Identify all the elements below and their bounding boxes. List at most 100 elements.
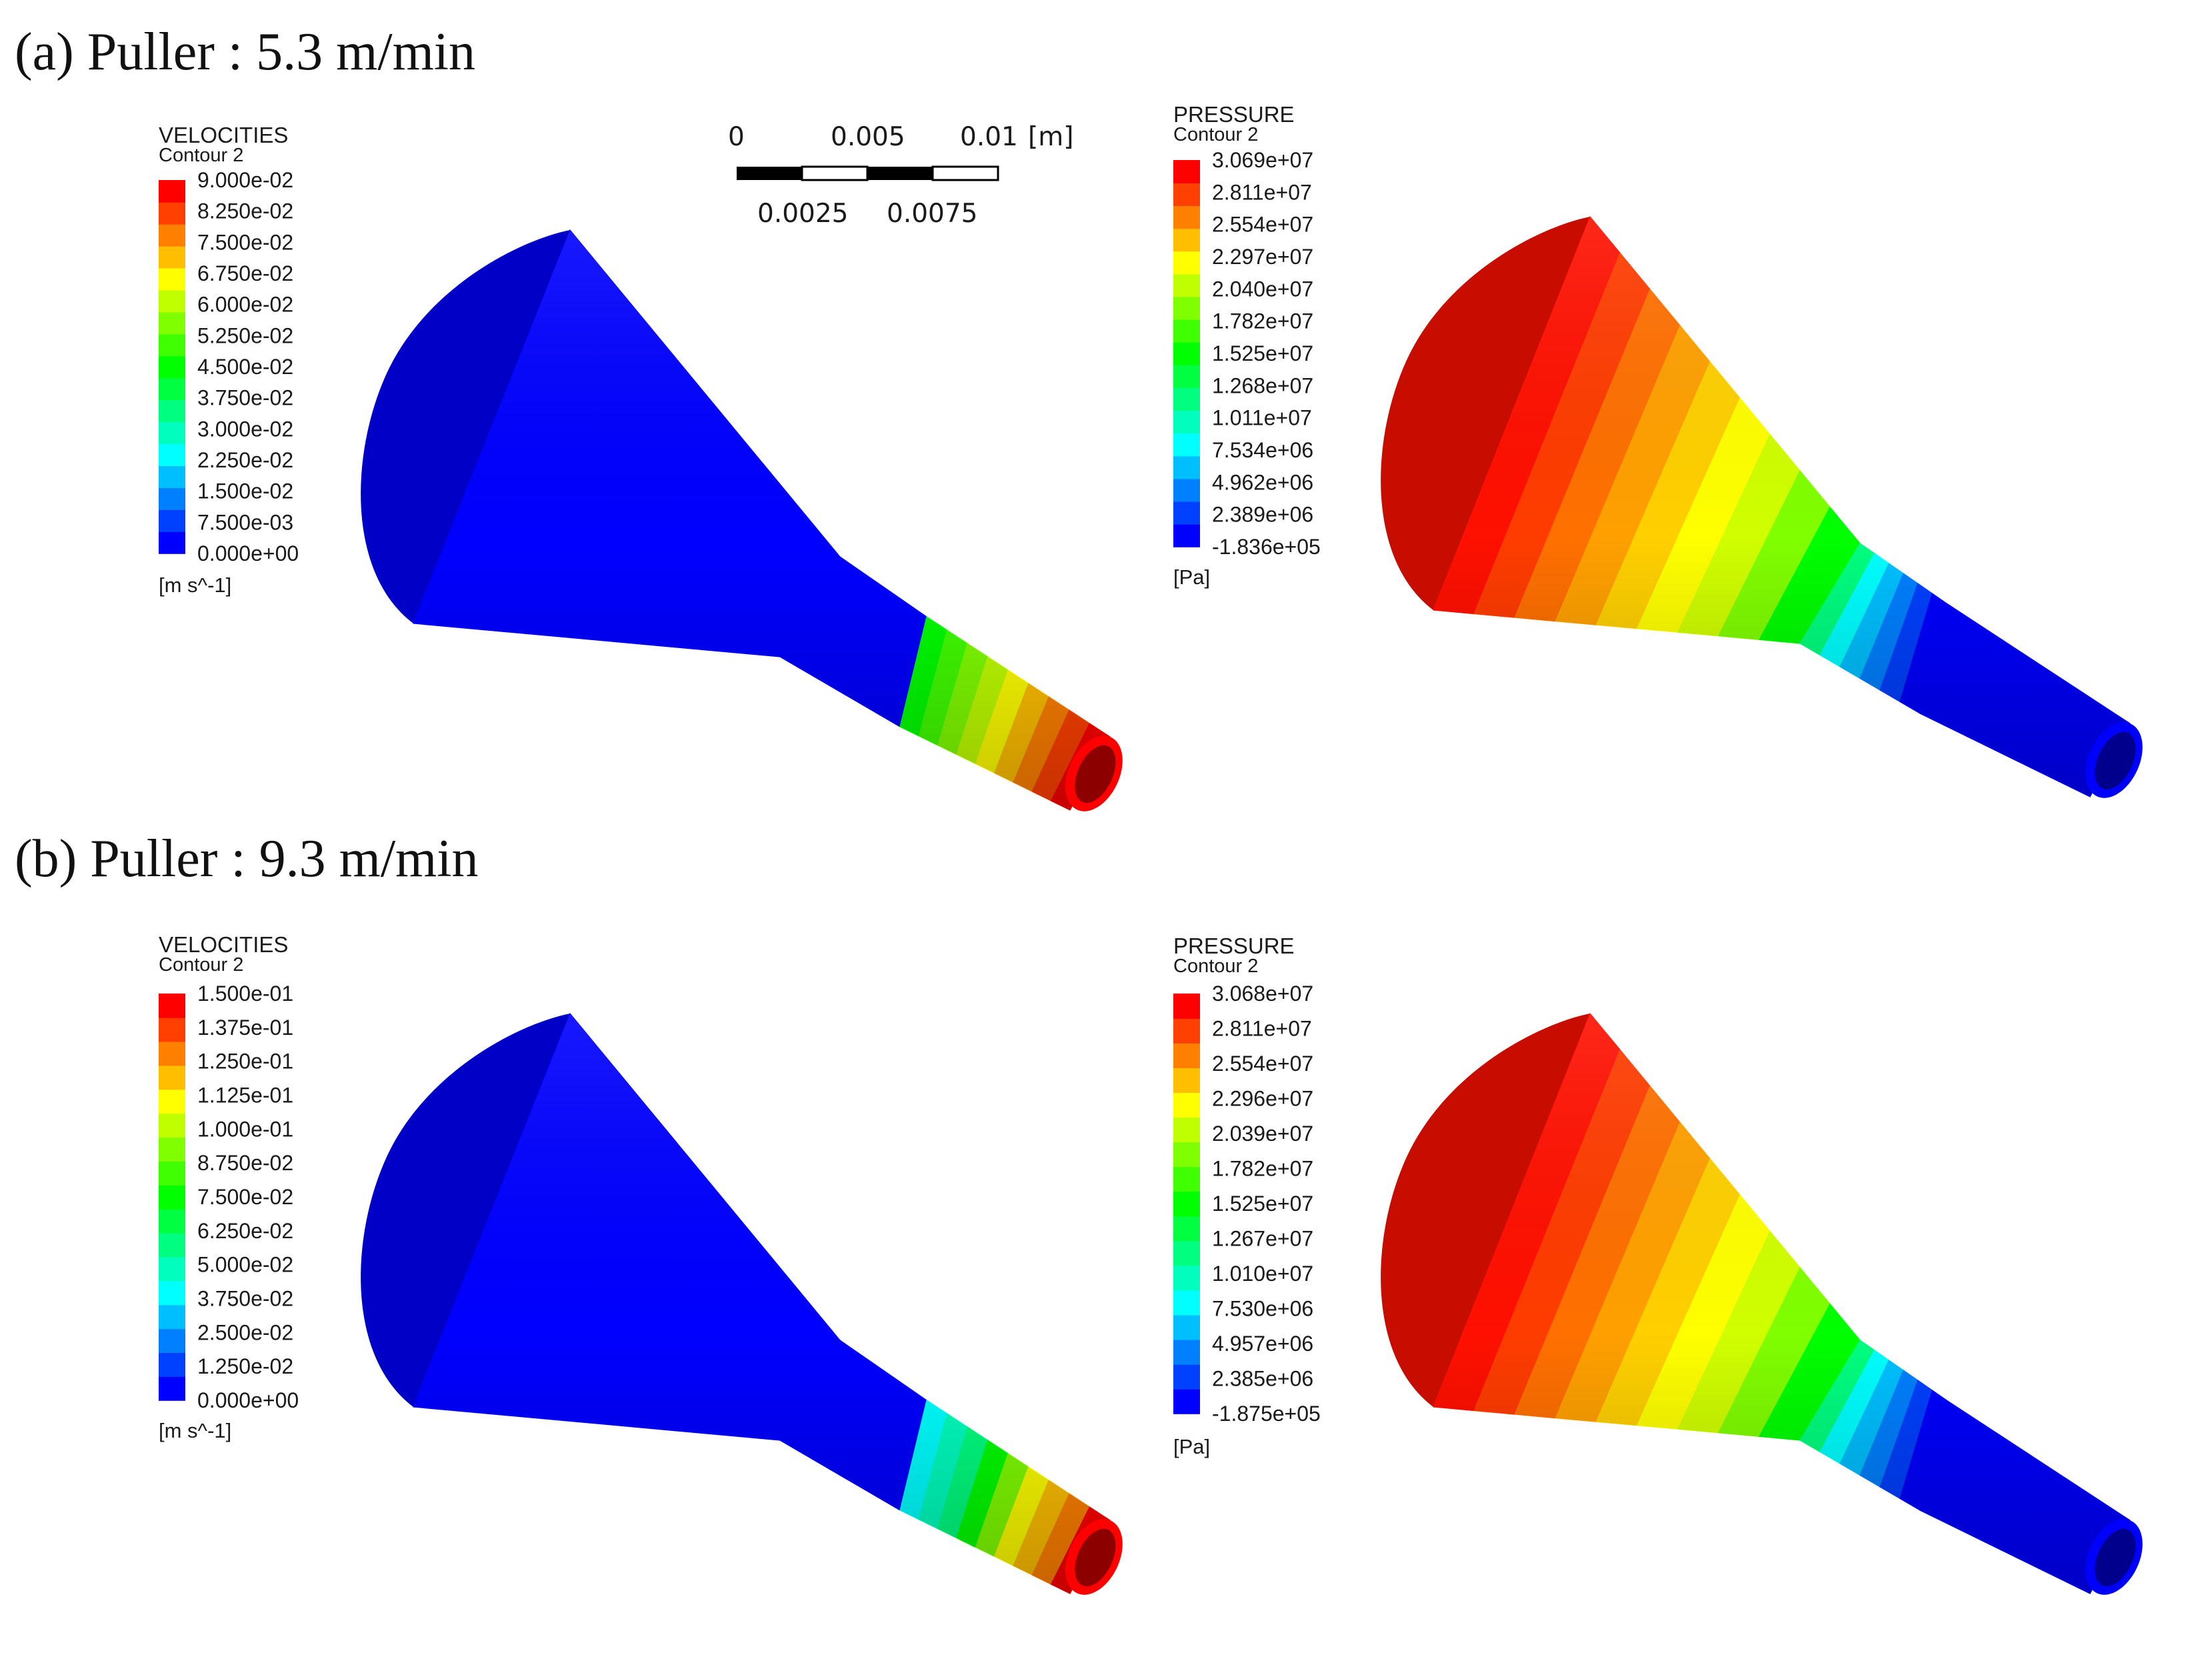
- die-outlet-opening: [1075, 745, 1116, 803]
- pressure-legend-a: PRESSURE Contour 2 3.069e+07 2.811e+07 2.5…: [1173, 102, 1321, 589]
- pressure-die-b: [1381, 1012, 2143, 1595]
- colorbar-band: [1173, 251, 1200, 275]
- colorbar-tick-label: 1.500e-01: [197, 982, 293, 1006]
- colorbar-tick-label: 2.039e+07: [1212, 1122, 1313, 1146]
- colorbar-band: [1173, 478, 1200, 502]
- legend-unit: [m s^-1]: [159, 1419, 231, 1442]
- colorbar-band: [1173, 1068, 1200, 1094]
- colorbar-tick-label: 1.250e-01: [197, 1050, 293, 1074]
- colorbar-band: [1173, 1290, 1200, 1316]
- colorbar-band: [1173, 205, 1200, 229]
- colorbar-band: [1173, 1388, 1200, 1414]
- scale-label-0: 0: [728, 122, 745, 152]
- colorbar-band: [1173, 1117, 1200, 1143]
- die-inlet-face: [1381, 217, 1590, 610]
- colorbar-tick-label: 2.811e+07: [1212, 1017, 1312, 1041]
- colorbar-band: [159, 311, 185, 335]
- colorbar-tick-label: 6.750e-02: [197, 261, 293, 285]
- colorbar-band: [159, 245, 185, 269]
- colorbar-band: [1173, 1314, 1200, 1340]
- colorbar-tick-label: 2.554e+07: [1212, 1052, 1313, 1076]
- colorbar-band: [159, 399, 185, 423]
- colorbar-tick-label: 6.250e-02: [197, 1219, 293, 1243]
- colorbar-tick-label: 2.554e+07: [1212, 213, 1313, 237]
- colorbar-band: [159, 1208, 185, 1234]
- legend-unit: [m s^-1]: [159, 573, 231, 597]
- die-outlet-opening: [2095, 731, 2136, 789]
- colorbar-tick-label: 1.782e+07: [1212, 309, 1313, 333]
- legend-subtitle: Contour 2: [1173, 124, 1258, 145]
- pressure-die-a: [1381, 215, 2143, 798]
- colorbar-band: [159, 1089, 185, 1114]
- colorbar-band: [1173, 1191, 1200, 1217]
- colorbar-band: [1173, 1216, 1200, 1242]
- colorbar-band: [159, 1280, 185, 1306]
- colorbar-band: [1173, 160, 1200, 183]
- die-outlet-opening: [2095, 1528, 2136, 1586]
- legend-subtitle: Contour 2: [1173, 956, 1258, 977]
- colorbar-tick-label: 3.750e-02: [197, 1287, 293, 1311]
- colorbar-band: [159, 1161, 185, 1186]
- colorbar-band: [1173, 433, 1200, 457]
- colorbar-tick-label: 4.957e+06: [1212, 1332, 1313, 1356]
- colorbar-band: [159, 531, 185, 554]
- colorbar-band: [159, 994, 185, 1018]
- colorbar-tick-label: 2.296e+07: [1212, 1087, 1313, 1111]
- colorbar-tick-label: 2.500e-02: [197, 1320, 293, 1344]
- colorbar-tick-label: 2.250e-02: [197, 448, 293, 472]
- colorbar-band: [159, 1376, 185, 1401]
- colorbar-tick-label: 2.389e+06: [1212, 503, 1313, 527]
- colorbar-ticks: 3.068e+07 2.811e+07 2.554e+07 2.296e+07 2.03…: [1212, 982, 1321, 1426]
- colorbar-tick-label: 7.500e-02: [197, 230, 293, 254]
- colorbar-band: [159, 443, 185, 467]
- scale-segment-4: [931, 165, 999, 181]
- colorbar-tick-label: 3.068e+07: [1212, 982, 1313, 1006]
- colorbar-band: [1173, 296, 1200, 320]
- colorbar-tick-label: 1.268e+07: [1212, 373, 1313, 397]
- die-inlet-face: [361, 230, 570, 623]
- panel-b-title: (b) Puller : 9.3 m/min: [15, 829, 479, 888]
- colorbar-tick-label: 3.750e-02: [197, 386, 293, 410]
- colorbar-tick-label: -1.875e+05: [1212, 1402, 1321, 1426]
- colorbar-band: [1173, 365, 1200, 388]
- velocity-legend-b: VELOCITIES Contour 2 1.500e-011.375e-011…: [159, 932, 299, 1442]
- scale-label-0.01: 0.01: [960, 122, 1018, 152]
- legend-unit: [Pa]: [1173, 565, 1210, 589]
- colorbar-band: [1173, 183, 1200, 207]
- colorbar-band: [1173, 1339, 1200, 1365]
- colorbar-band: [1173, 1092, 1200, 1118]
- scale-segment-1: [737, 167, 802, 180]
- colorbar-band: [1173, 1240, 1200, 1266]
- colorbar-band: [159, 333, 185, 357]
- scale-label-0.005: 0.005: [831, 122, 905, 152]
- die-shading: [413, 1014, 1110, 1594]
- colorbar: [159, 994, 185, 1401]
- scale-segment-2: [801, 165, 869, 181]
- scale-label-0.0075: 0.0075: [887, 199, 977, 229]
- die-shading: [1433, 1014, 2130, 1594]
- die-inlet-face: [361, 1014, 570, 1407]
- colorbar-band: [1173, 1018, 1200, 1044]
- legend-unit: [Pa]: [1173, 1435, 1210, 1458]
- colorbar-tick-label: 1.525e+07: [1212, 1192, 1313, 1216]
- colorbar-band: [1173, 387, 1200, 411]
- colorbar-tick-label: 7.500e-03: [197, 510, 293, 534]
- colorbar-band: [159, 223, 185, 247]
- colorbar-tick-label: 4.962e+06: [1212, 470, 1313, 494]
- velocity-die-b: [361, 1012, 1123, 1595]
- colorbar-tick-label: 8.250e-02: [197, 199, 293, 223]
- colorbar-band: [159, 1041, 185, 1066]
- colorbar-tick-label: 1.500e-02: [197, 479, 293, 503]
- colorbar-tick-label: 1.000e-01: [197, 1117, 293, 1141]
- colorbar-tick-label: 7.534e+06: [1212, 438, 1313, 462]
- scale-unit: [m]: [1028, 122, 1073, 152]
- colorbar-band: [1173, 319, 1200, 343]
- colorbar-band: [1173, 455, 1200, 479]
- colorbar-band: [159, 355, 185, 379]
- colorbar-tick-label: -1.836e+05: [1212, 535, 1321, 559]
- colorbar-tick-label: 7.500e-02: [197, 1185, 293, 1209]
- colorbar-tick-label: 1.782e+07: [1212, 1157, 1313, 1181]
- colorbar-band: [159, 180, 185, 203]
- die-shading: [1433, 217, 2130, 797]
